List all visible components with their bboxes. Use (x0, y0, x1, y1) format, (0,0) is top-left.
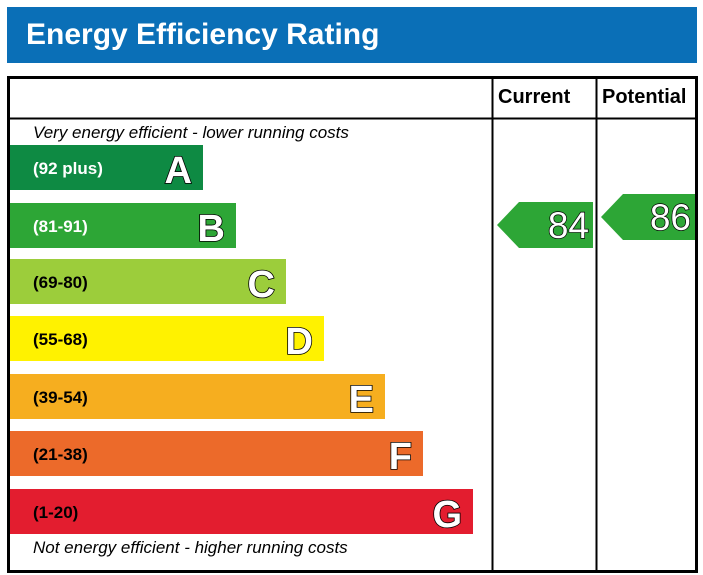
band-letter-f: F (389, 436, 412, 478)
band-bar-b (10, 203, 236, 248)
potential-score: 86 (650, 197, 691, 238)
band-bar-f (10, 431, 423, 476)
band-bar-e (10, 374, 385, 419)
band-letter-g: G (432, 494, 462, 536)
current-arrow (497, 202, 593, 248)
band-bar-c (10, 259, 286, 304)
top-note: Very energy efficient - lower running co… (33, 123, 349, 142)
band-range-f: (21-38) (33, 445, 88, 464)
band-letter-c: C (248, 264, 275, 306)
band-bar-g (10, 489, 473, 534)
band-letter-e: E (349, 379, 374, 421)
band-range-g: (1-20) (33, 503, 78, 522)
band-range-e: (39-54) (33, 388, 88, 407)
band-bar-d (10, 316, 324, 361)
potential-arrow (601, 194, 695, 240)
band-letter-b: B (198, 208, 225, 250)
column-header-current: Current (498, 86, 571, 108)
rating-bands: (92 plus) A (81-91) B (69-80) C (55-68) D (39-54… (10, 145, 473, 537)
band-range-a: (92 plus) (33, 159, 103, 178)
band-bar-a (10, 145, 203, 190)
rating-arrows: 84 86 (497, 194, 695, 248)
title-bar: Energy Efficiency Rating (7, 7, 697, 63)
band-range-b: (81-91) (33, 217, 88, 236)
band-range-d: (55-68) (33, 330, 88, 349)
table-border (7, 76, 698, 573)
band-letter-d: D (286, 321, 313, 363)
chart-title: Energy Efficiency Rating (26, 18, 380, 51)
band-range-c: (69-80) (33, 273, 88, 292)
current-score: 84 (548, 205, 589, 246)
column-header-potential: Potential (602, 86, 686, 108)
bottom-note: Not energy efficient - higher running co… (33, 538, 348, 557)
band-letter-a: A (165, 150, 192, 192)
